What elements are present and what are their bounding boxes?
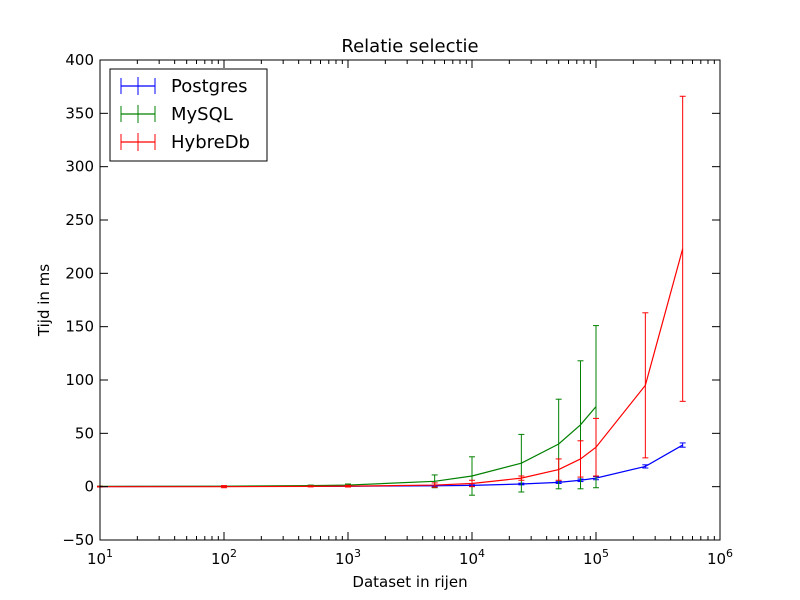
series-line — [100, 248, 684, 488]
legend: Postgres MySQL HybreDb — [109, 68, 268, 162]
x-tick-exponent: 5 — [602, 547, 609, 560]
x-tick-base: 10 — [459, 550, 478, 568]
legend-item: MySQL — [120, 104, 233, 125]
legend-item: Postgres — [120, 76, 248, 97]
x-tick-exponent: 6 — [726, 547, 733, 560]
y-tick-label: 300 — [65, 158, 94, 176]
x-tick-base: 10 — [87, 550, 106, 568]
y-axis-label: Tijd in ms — [35, 264, 53, 337]
series-postgres — [97, 442, 686, 488]
y-tick-label: 100 — [65, 371, 94, 389]
y-tick-label: 150 — [65, 318, 94, 336]
y-tick-label: 50 — [75, 424, 94, 442]
x-tick-label: 106 — [707, 547, 733, 568]
chart-title: Relatie selectie — [341, 36, 478, 57]
series-line — [99, 444, 683, 488]
x-tick-base: 10 — [335, 550, 354, 568]
x-tick-label: 101 — [87, 547, 113, 568]
x-tick-exponent: 3 — [354, 547, 361, 560]
y-tick-label: 200 — [65, 264, 94, 282]
plot-frame — [99, 59, 721, 541]
series-mysql — [97, 325, 599, 496]
x-tick-label: 102 — [211, 547, 237, 568]
series-layer — [97, 95, 686, 496]
y-tick-label: −50 — [62, 531, 94, 549]
legend-item: HybreDb — [120, 132, 250, 153]
x-tick-exponent: 4 — [478, 547, 485, 560]
x-tick-exponent: 2 — [230, 547, 237, 560]
x-tick-base: 10 — [583, 550, 602, 568]
x-tick-label: 105 — [583, 547, 609, 568]
legend-label: HybreDb — [171, 132, 250, 153]
x-tick-base: 10 — [211, 550, 230, 568]
x-tick-label: 104 — [459, 547, 485, 568]
x-axis-label: Dataset in rijen — [352, 573, 467, 591]
legend-label: MySQL — [171, 104, 233, 125]
y-tick-label: 250 — [65, 211, 94, 229]
legend-label: Postgres — [171, 76, 248, 97]
y-tick-label: 400 — [65, 51, 94, 69]
legend-box — [109, 68, 268, 162]
x-tick-label: 103 — [335, 547, 361, 568]
y-tick-label: 0 — [84, 478, 94, 496]
series-hybredb — [97, 95, 686, 489]
x-tick-base: 10 — [707, 550, 726, 568]
y-tick-label: 350 — [65, 104, 94, 122]
x-tick-exponent: 1 — [106, 547, 113, 560]
